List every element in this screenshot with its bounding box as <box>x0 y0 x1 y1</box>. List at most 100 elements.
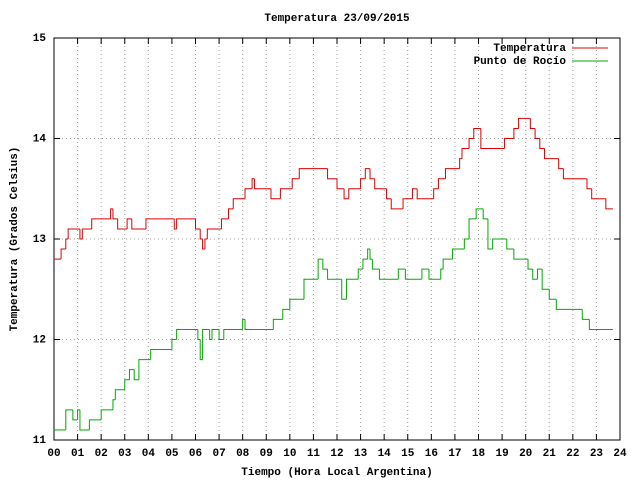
step-segment <box>345 278 359 300</box>
legend-label: Temperatura <box>493 43 566 55</box>
step-segment <box>527 259 533 270</box>
step-segment <box>404 269 422 280</box>
step-segment <box>444 168 460 179</box>
step-segment <box>77 409 80 420</box>
step-segment <box>437 178 446 189</box>
x-tick-label: 11 <box>307 448 321 460</box>
step-segment <box>211 328 220 340</box>
step-segment <box>114 389 125 400</box>
step-segment <box>228 208 234 219</box>
x-tick-label: 18 <box>472 448 486 460</box>
step-segment <box>279 188 293 199</box>
step-segment <box>220 218 229 229</box>
chart-title: Temperatura 23/09/2015 <box>264 13 410 25</box>
step-segment <box>397 268 406 280</box>
step-segment <box>588 319 613 330</box>
step-segment <box>555 299 583 310</box>
x-tick-label: 04 <box>142 448 156 460</box>
step-segment <box>558 158 564 170</box>
x-axis-label: Tiempo (Hora Local Argentina) <box>241 467 432 479</box>
step-segment <box>65 409 73 430</box>
step-segment <box>317 258 323 280</box>
step-segment <box>199 339 203 361</box>
step-segment <box>428 269 441 280</box>
step-segment <box>503 138 514 149</box>
step-segment <box>110 208 113 219</box>
step-segment <box>374 178 387 190</box>
step-segment <box>202 328 210 360</box>
step-segment <box>79 228 83 240</box>
x-tick-label: 07 <box>212 448 225 460</box>
step-segment <box>586 178 592 190</box>
x-tick-label: 00 <box>47 448 60 460</box>
step-segment <box>197 329 201 340</box>
step-segment <box>65 238 69 250</box>
step-segment <box>67 228 80 239</box>
step-segment <box>360 178 366 189</box>
x-tick-label: 02 <box>95 448 108 460</box>
step-segment <box>442 258 453 270</box>
step-segment <box>482 208 488 220</box>
step-segment <box>253 178 271 190</box>
step-segment <box>416 188 434 200</box>
x-tick-label: 24 <box>613 448 627 460</box>
step-segment <box>475 208 484 219</box>
step-segment <box>171 339 177 350</box>
step-segment <box>72 409 78 421</box>
step-segment <box>176 328 198 340</box>
y-tick-label: 14 <box>33 133 47 145</box>
step-segment <box>206 228 222 239</box>
step-segment <box>232 198 246 209</box>
x-tick-label: 06 <box>189 448 202 460</box>
step-segment <box>541 269 550 290</box>
step-segment <box>548 289 557 300</box>
step-segment <box>506 239 514 250</box>
step-segment <box>251 178 255 189</box>
step-segment <box>327 168 337 180</box>
step-segment <box>173 218 177 230</box>
y-tick-label: 13 <box>33 234 47 246</box>
step-segment <box>209 329 213 340</box>
step-segment <box>440 268 444 280</box>
step-segment <box>60 248 66 260</box>
step-segment <box>327 269 342 280</box>
step-segment <box>91 218 111 229</box>
step-segment <box>367 248 371 260</box>
step-segment <box>270 188 281 200</box>
x-tick-label: 19 <box>495 448 508 460</box>
x-tick-label: 08 <box>236 448 250 460</box>
step-segment <box>487 218 493 250</box>
step-segment <box>126 218 132 229</box>
step-segment <box>117 218 128 230</box>
step-segment <box>369 168 375 180</box>
step-segment <box>195 218 201 230</box>
x-tick-label: 09 <box>260 448 273 460</box>
step-segment <box>369 249 373 260</box>
step-segment <box>242 318 246 330</box>
x-tick-label: 23 <box>590 448 604 460</box>
x-tick-label: 05 <box>165 448 179 460</box>
step-segment <box>536 268 543 280</box>
step-segment <box>176 218 196 229</box>
step-segment <box>204 238 208 250</box>
x-tick-label: 17 <box>448 448 461 460</box>
step-segment <box>461 148 470 159</box>
step-segment <box>562 168 587 180</box>
step-segment <box>362 258 368 270</box>
step-segment <box>544 148 559 160</box>
step-segment <box>244 319 274 330</box>
step-segment <box>131 218 146 230</box>
x-tick-label: 20 <box>519 448 532 460</box>
step-segment <box>336 178 345 190</box>
step-segment <box>202 239 205 250</box>
step-segment <box>357 268 363 280</box>
step-segment <box>513 249 529 260</box>
step-segment <box>452 248 465 260</box>
x-tick-label: 16 <box>425 448 438 460</box>
step-segment <box>534 128 540 139</box>
step-segment <box>386 188 392 200</box>
y-tick-label: 11 <box>33 435 47 447</box>
step-segment <box>378 269 399 280</box>
x-tick-label: 03 <box>118 448 132 460</box>
step-segment <box>88 419 102 430</box>
